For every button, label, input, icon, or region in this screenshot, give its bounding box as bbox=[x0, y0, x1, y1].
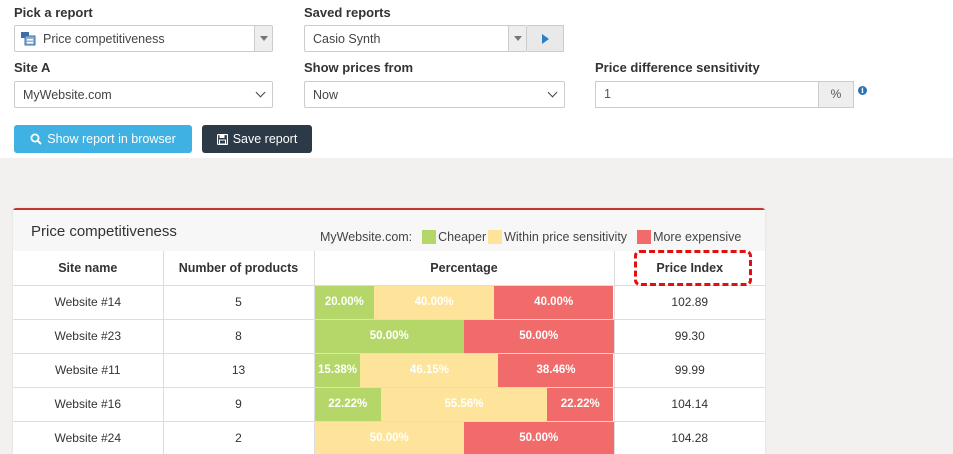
caret-down-icon[interactable] bbox=[508, 26, 526, 51]
price-index-cell: 104.14 bbox=[613, 386, 765, 422]
legend-prefix: MyWebsite.com: bbox=[320, 230, 413, 244]
report-panel-header: Price competitiveness MyWebsite.com: Che… bbox=[13, 210, 765, 251]
caret-down-icon[interactable] bbox=[254, 26, 272, 51]
column-header-site-name[interactable]: Site name bbox=[13, 251, 164, 286]
products-cell: 2 bbox=[162, 420, 315, 454]
show-report-button[interactable]: Show report in browser bbox=[14, 125, 192, 153]
cheaper-segment: 20.00% bbox=[314, 285, 375, 319]
products-cell: 9 bbox=[162, 386, 315, 422]
price-index-cell: 99.30 bbox=[613, 318, 765, 354]
show-prices-from-value: Now bbox=[313, 87, 339, 102]
show-prices-from-label: Show prices from bbox=[304, 60, 414, 75]
table-header-row: Site name Number of products Percentage … bbox=[13, 251, 765, 286]
expensive-segment: 38.46% bbox=[498, 353, 614, 387]
legend-swatch-cheaper bbox=[422, 230, 437, 244]
expensive-segment: 50.00% bbox=[464, 421, 614, 454]
floppy-disk-icon bbox=[216, 133, 228, 145]
site-name-cell: Website #11 bbox=[13, 352, 164, 388]
info-icon[interactable]: i bbox=[858, 86, 867, 95]
legend-label-expensive: More expensive bbox=[653, 230, 742, 244]
within-segment: 50.00% bbox=[314, 421, 464, 454]
table-row: Website #16 9 22.22% 55.56% 22.22% 104.1… bbox=[13, 386, 765, 422]
saved-reports-select[interactable]: Casio Synth bbox=[304, 25, 527, 52]
expensive-segment: 40.00% bbox=[493, 285, 614, 319]
table-row: Website #11 13 15.38% 46.15% 38.46% 99.9… bbox=[13, 352, 765, 388]
price-index-cell: 99.99 bbox=[613, 352, 765, 388]
sensitivity-input[interactable]: 1 bbox=[595, 81, 819, 108]
expensive-segment: 22.22% bbox=[547, 387, 614, 421]
report-form: Pick a report Price competitiveness Save… bbox=[0, 0, 953, 158]
percentage-cell: 15.38% 46.15% 38.46% bbox=[313, 352, 615, 388]
table-row: Website #24 2 50.00% 50.00% 104.28 bbox=[13, 420, 765, 454]
legend-label-cheaper: Cheaper bbox=[438, 230, 487, 244]
play-icon bbox=[541, 33, 549, 44]
cheaper-segment: 22.22% bbox=[314, 387, 381, 421]
legend-label-within: Within price sensitivity bbox=[504, 230, 628, 244]
percentage-cell: 20.00% 40.00% 40.00% bbox=[313, 284, 615, 320]
chevron-down-icon bbox=[547, 87, 558, 98]
percent-addon: % bbox=[818, 81, 854, 108]
table-row: Website #23 8 50.00% 50.00% 99.30 bbox=[13, 318, 765, 354]
site-name-cell: Website #23 bbox=[13, 318, 164, 354]
site-name-cell: Website #14 bbox=[13, 284, 164, 320]
site-name-cell: Website #24 bbox=[13, 420, 164, 454]
table-row: Website #14 5 20.00% 40.00% 40.00% 102.8… bbox=[13, 284, 765, 320]
within-segment: 40.00% bbox=[374, 285, 494, 319]
price-index-cell: 102.89 bbox=[613, 284, 765, 320]
report-panel: Price competitiveness MyWebsite.com: Che… bbox=[13, 208, 765, 454]
legend: MyWebsite.com: Cheaper Within price sens… bbox=[320, 230, 741, 244]
column-header-percentage[interactable]: Percentage bbox=[313, 251, 615, 286]
expensive-segment: 50.00% bbox=[464, 319, 614, 353]
show-prices-from-select[interactable]: Now bbox=[304, 81, 565, 108]
percentage-cell: 50.00% 50.00% bbox=[313, 318, 615, 354]
column-header-number-of-products[interactable]: Number of products bbox=[162, 251, 315, 286]
report-icon bbox=[21, 31, 39, 46]
within-segment: 46.15% bbox=[360, 353, 499, 387]
within-segment: 55.56% bbox=[380, 387, 548, 421]
sensitivity-label: Price difference sensitivity bbox=[595, 60, 760, 75]
percentage-cell: 22.22% 55.56% 22.22% bbox=[313, 386, 615, 422]
site-name-cell: Website #16 bbox=[13, 386, 164, 422]
saved-reports-label: Saved reports bbox=[304, 5, 391, 20]
site-a-label: Site A bbox=[14, 60, 51, 75]
column-header-price-index[interactable]: Price Index bbox=[613, 251, 765, 286]
price-index-highlight bbox=[634, 250, 752, 286]
pick-report-label: Pick a report bbox=[14, 5, 93, 20]
cheaper-segment: 15.38% bbox=[314, 353, 361, 387]
cheaper-segment: 50.00% bbox=[314, 319, 464, 353]
legend-swatch-within bbox=[488, 230, 503, 244]
products-cell: 13 bbox=[162, 352, 315, 388]
show-report-label: Show report in browser bbox=[47, 132, 176, 146]
save-report-button[interactable]: Save report bbox=[202, 125, 312, 153]
report-title: Price competitiveness bbox=[31, 223, 177, 240]
site-a-select[interactable]: MyWebsite.com bbox=[14, 81, 273, 108]
products-cell: 8 bbox=[162, 318, 315, 354]
pick-report-select[interactable]: Price competitiveness bbox=[14, 25, 273, 52]
load-saved-report-button[interactable] bbox=[527, 25, 564, 52]
percentage-cell: 50.00% 50.00% bbox=[313, 420, 615, 454]
price-index-cell: 104.28 bbox=[613, 420, 765, 454]
products-cell: 5 bbox=[162, 284, 315, 320]
saved-reports-value: Casio Synth bbox=[313, 31, 381, 46]
site-a-value: MyWebsite.com bbox=[23, 87, 112, 102]
chevron-down-icon bbox=[255, 87, 266, 98]
save-report-label: Save report bbox=[232, 132, 298, 146]
pick-report-value: Price competitiveness bbox=[43, 31, 165, 46]
report-table: Site name Number of products Percentage … bbox=[13, 251, 765, 454]
search-icon bbox=[30, 133, 42, 145]
legend-swatch-expensive bbox=[637, 230, 652, 244]
